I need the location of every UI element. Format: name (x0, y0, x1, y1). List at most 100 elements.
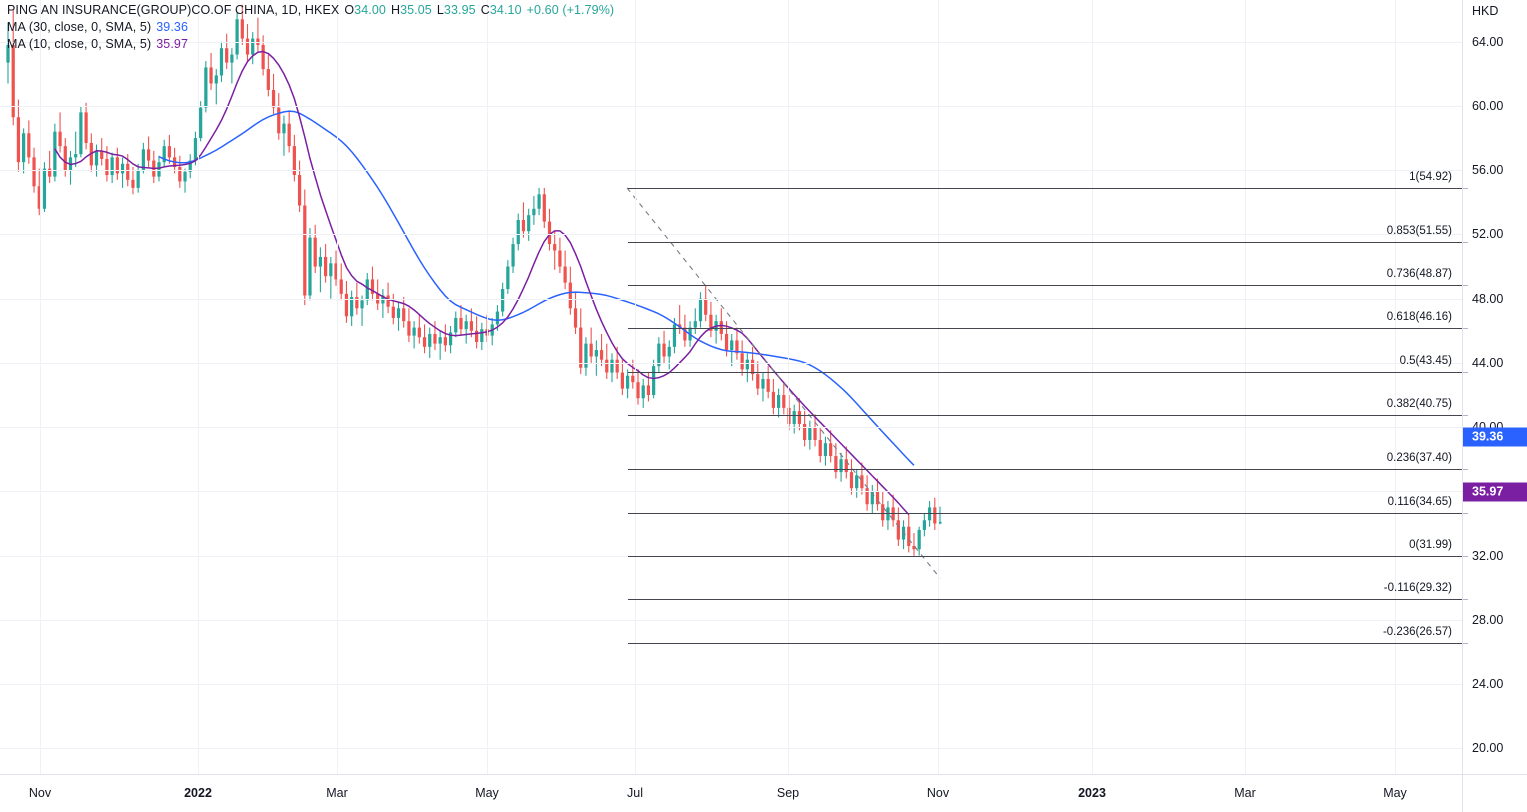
price-axis-tick-mark (1463, 415, 1468, 417)
fib-level-line[interactable] (628, 598, 1462, 600)
legend-ma30-row[interactable]: MA (30, close, 0, SMA, 5) 39.36 (7, 19, 614, 36)
grid-line-horizontal (0, 427, 1462, 429)
time-axis[interactable]: Nov 2022 Mar May Jul Sep Nov 2023 Mar May (0, 774, 1527, 812)
candle-body (313, 237, 317, 267)
candle-body (386, 295, 390, 307)
fib-level-label: 0.116(34.65) (1387, 496, 1452, 509)
currency-unit-label: HKD (1472, 4, 1499, 18)
candle-body (433, 334, 437, 344)
price-axis-tick-mark (1463, 371, 1468, 373)
candle-body (370, 279, 375, 294)
price-axis-tick: 32.00 (1472, 548, 1504, 563)
legend-symbol-row[interactable]: PING AN INSURANCE(GROUP)CO.OF CHINA, 1D,… (7, 2, 614, 19)
candle-body (641, 385, 645, 399)
candle-body (834, 456, 838, 473)
price-axis-tick-mark (1463, 284, 1468, 286)
candle-body (162, 146, 166, 163)
time-axis-month-tick: Jul (627, 786, 643, 800)
candle-body (428, 334, 432, 347)
candle-body (865, 488, 869, 505)
candle-body (469, 321, 474, 331)
candle-body (344, 293, 349, 317)
ma10-label: MA (10, close, 0, SMA, 5) (7, 37, 152, 51)
time-axis-year-tick: 2022 (184, 786, 212, 800)
grid-line-vertical (1245, 0, 1246, 774)
ma30-price-badge[interactable]: 39.36 (1463, 427, 1527, 447)
price-axis[interactable]: HKD 64.0060.0056.0052.0048.0044.0040.003… (1462, 0, 1527, 774)
candle-body (251, 38, 255, 55)
symbol-title[interactable]: PING AN INSURANCE(GROUP)CO.OF CHINA, 1D,… (7, 3, 340, 17)
grid-line-vertical (337, 0, 338, 774)
candle-body (120, 163, 125, 174)
legend-ma10-row[interactable]: MA (10, close, 0, SMA, 5) 35.97 (7, 36, 614, 53)
ohlc-change: +0.60 (+1.79%) (526, 3, 615, 17)
candle-body (266, 69, 270, 90)
fib-level-line[interactable] (628, 328, 1462, 330)
fib-level-line[interactable] (628, 642, 1462, 644)
candle-body (657, 343, 661, 367)
candle-body (167, 146, 172, 158)
fib-level-line[interactable] (628, 555, 1462, 557)
candle-body (709, 314, 713, 331)
candle-body (938, 521, 942, 524)
candle-body (740, 353, 744, 370)
candle-body (417, 327, 421, 338)
candle-body (844, 459, 848, 473)
candle-body (459, 317, 463, 330)
ma10-price-badge[interactable]: 35.97 (1463, 482, 1527, 502)
candle-body (448, 332, 453, 346)
downtrend-line[interactable] (626, 187, 941, 579)
fib-level-line[interactable] (628, 187, 1462, 189)
candle-body (698, 298, 703, 322)
candle-body (287, 123, 291, 147)
grid-line-vertical (487, 0, 488, 774)
price-axis-tick: 20.00 (1472, 741, 1504, 756)
candle-body (277, 107, 281, 134)
price-axis-tick: 28.00 (1472, 612, 1504, 627)
price-series (6, 4, 942, 579)
candle-body (204, 67, 208, 108)
fib-level-line[interactable] (628, 513, 1462, 515)
candle-body (636, 382, 640, 399)
candle-body (855, 475, 859, 489)
candle-body (620, 372, 625, 389)
grid-line-horizontal (0, 234, 1462, 236)
grid-line-horizontal (0, 491, 1462, 493)
grid-line-horizontal (0, 619, 1462, 621)
candle-body (797, 411, 802, 424)
price-axis-tick: 52.00 (1472, 227, 1504, 242)
price-axis-tick-mark (1463, 642, 1468, 644)
candle-body (360, 300, 364, 309)
fib-level-label: 0.618(46.16) (1386, 311, 1452, 324)
fib-level-line[interactable] (628, 241, 1462, 243)
candle-body (318, 256, 323, 267)
ma30-value: 39.36 (156, 20, 188, 34)
candle-body (94, 150, 99, 166)
candle-body (79, 112, 83, 155)
fib-level-line[interactable] (628, 284, 1462, 286)
fib-level-line[interactable] (628, 371, 1462, 373)
candle-body (542, 194, 546, 222)
candle-body (771, 391, 775, 408)
candle-body (750, 359, 755, 375)
plot-area[interactable]: 1(54.92) 0.853(51.55) 0.736(48.87) 0.618(46… (0, 0, 1462, 774)
candle-body (823, 443, 828, 457)
fib-level-line[interactable] (628, 468, 1462, 470)
candle-body (839, 459, 843, 473)
time-axis-month-tick: Mar (326, 786, 348, 800)
candle-body (16, 117, 21, 163)
price-axis-tick-mark (1463, 513, 1468, 515)
candle-body (438, 337, 442, 344)
candle-body (391, 306, 395, 318)
candle-body (813, 427, 817, 440)
candle-body (558, 250, 562, 267)
candle-body (53, 131, 57, 177)
time-axis-month-tick: Nov (926, 786, 950, 800)
price-axis-tick-mark (1463, 328, 1468, 330)
candle-body (136, 170, 140, 188)
fib-level-line[interactable] (628, 415, 1462, 417)
candle-body (6, 44, 10, 63)
price-axis-tick: 24.00 (1472, 677, 1504, 692)
moving-average-line (54, 50, 910, 516)
